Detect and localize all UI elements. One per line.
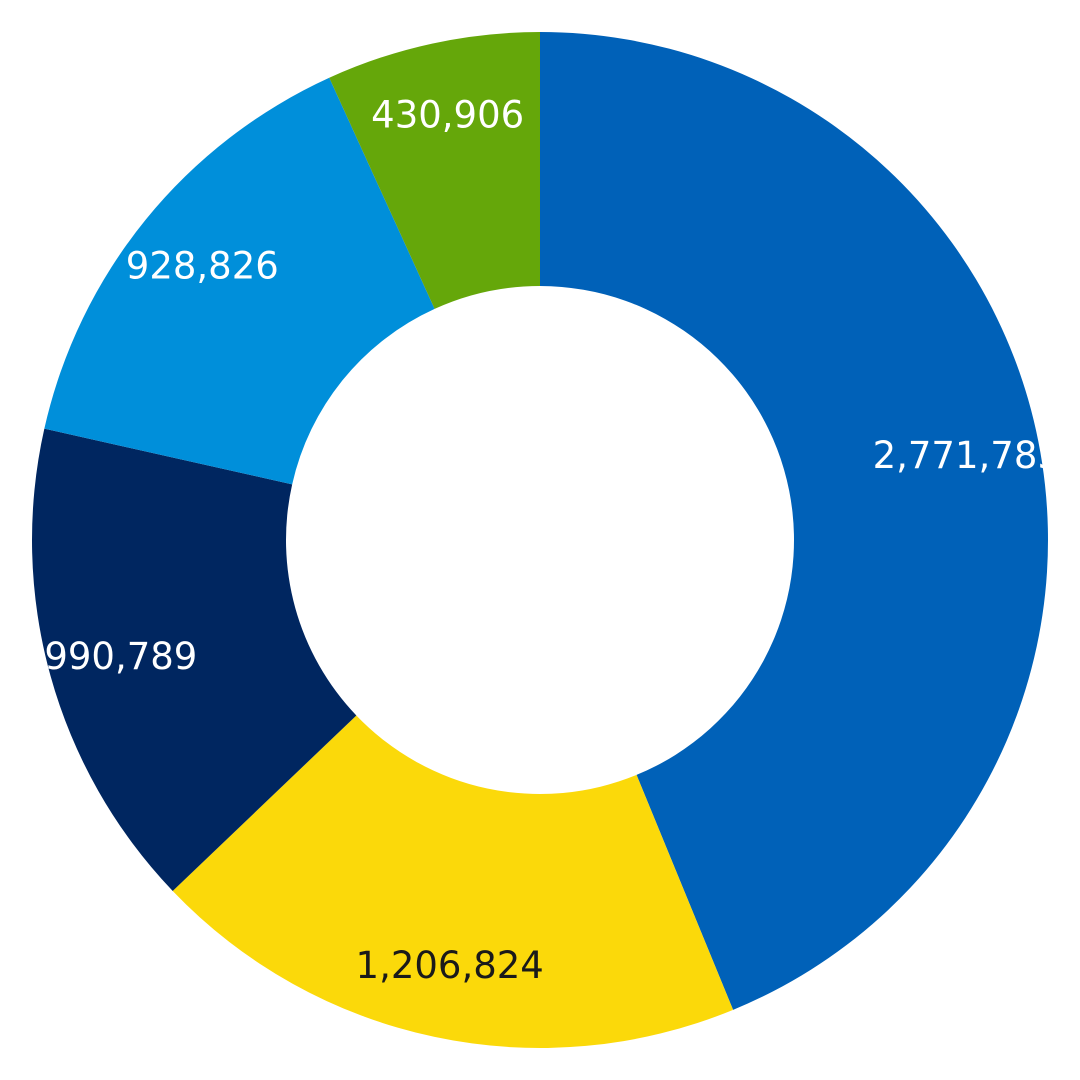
slice-value-label-5: 430,906: [371, 93, 524, 136]
donut-slices: [31, 32, 1048, 1048]
slice-value-label-2: 1,206,824: [356, 944, 544, 987]
slice-value-label-4: 928,826: [126, 244, 279, 287]
donut-slice-5: [329, 32, 540, 309]
donut-slice-2: [172, 715, 734, 1048]
donut-slice-1: [540, 32, 1048, 1010]
slice-value-label-1: 2,771,785: [873, 434, 1061, 477]
slice-value-label-3: 990,789: [44, 635, 197, 678]
donut-labels: 2,771,785 1,206,824 990,789 928,826 430,906: [44, 93, 1061, 987]
donut-slice-3: [31, 428, 357, 891]
donut-slice-4: [44, 77, 435, 485]
